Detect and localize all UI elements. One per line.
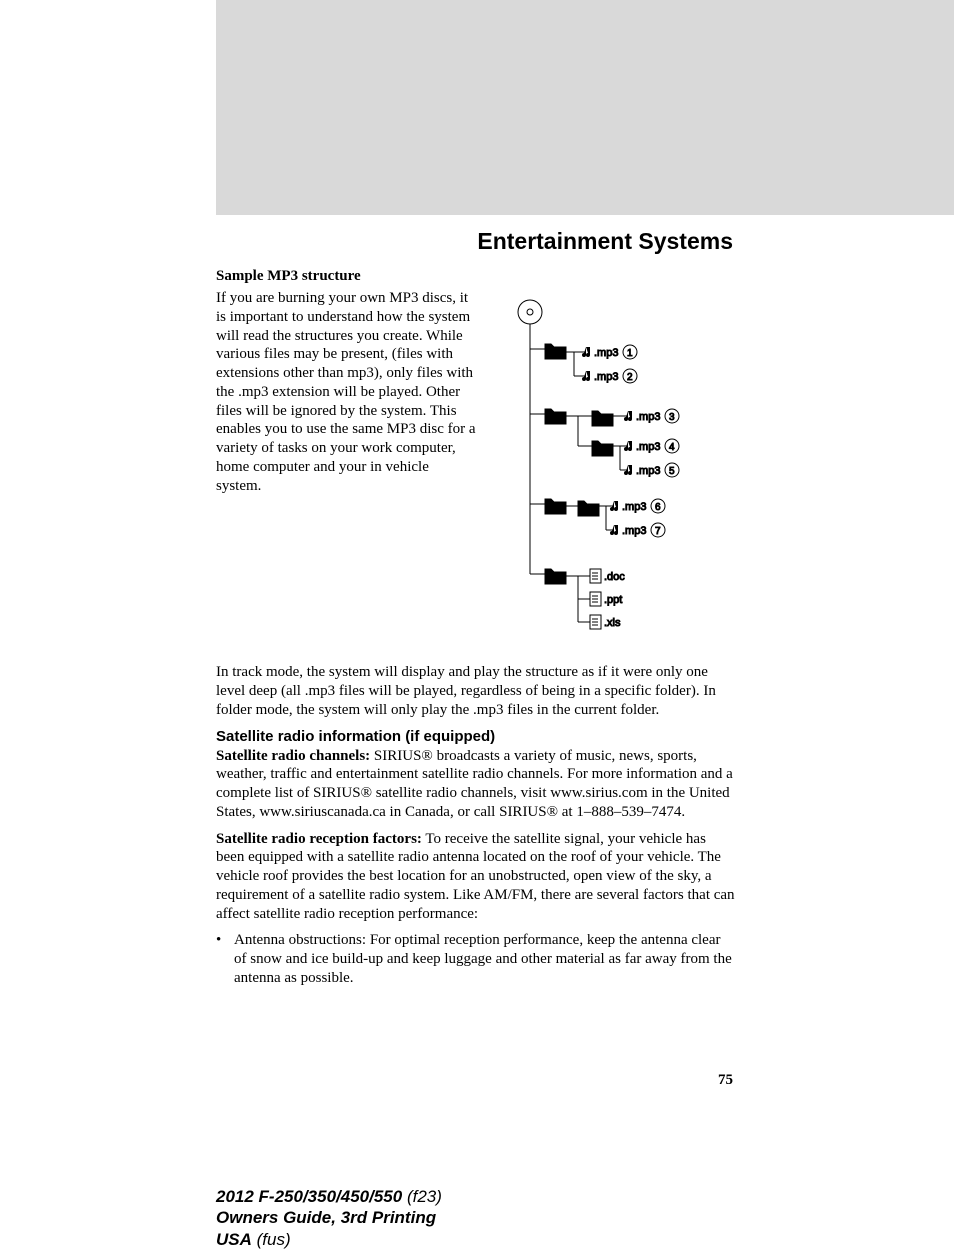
mp3-label-4: .mp3 bbox=[636, 441, 660, 453]
file-num-6: 6 bbox=[655, 502, 661, 513]
bullet-item: • Antenna obstructions: For optimal rece… bbox=[216, 931, 736, 987]
ppt-label: .ppt bbox=[604, 594, 622, 606]
file-num-3: 3 bbox=[669, 412, 675, 423]
mp3-label-5: .mp3 bbox=[636, 465, 660, 477]
satellite-channels-label: Satellite radio channels: bbox=[216, 748, 370, 764]
mp3-para1: If you are burning your own MP3 discs, i… bbox=[216, 289, 476, 495]
satellite-heading: Satellite radio information (if equipped… bbox=[216, 728, 736, 745]
footer-line1-ital: (f23) bbox=[402, 1187, 442, 1206]
footer-line2: Owners Guide, 3rd Printing bbox=[216, 1207, 442, 1228]
folder-icon bbox=[545, 499, 566, 514]
mp3-label-7: .mp3 bbox=[622, 525, 646, 537]
folder-label-4: 4 bbox=[587, 504, 592, 513]
file-num-4: 4 bbox=[669, 442, 675, 453]
mp3-label-6: .mp3 bbox=[622, 501, 646, 513]
mp3-heading: Sample MP3 structure bbox=[216, 268, 736, 285]
mp3-label-1: .mp3 bbox=[594, 347, 618, 359]
mp3-label-3: .mp3 bbox=[636, 411, 660, 423]
footer-line3-bold: USA bbox=[216, 1230, 252, 1249]
folder-label-3: 3 bbox=[601, 444, 606, 453]
section-title: Entertainment Systems bbox=[477, 228, 733, 255]
mp3-tree-diagram: 1 .mp3 1 .mp3 2 2 .mp3 3 3 bbox=[500, 294, 730, 634]
folder-icon bbox=[545, 409, 566, 424]
file-num-5: 5 bbox=[669, 466, 675, 477]
mp3-para2: In track mode, the system will display a… bbox=[216, 663, 736, 719]
xls-label: .xls bbox=[604, 617, 621, 629]
bullet-text: Antenna obstructions: For optimal recept… bbox=[234, 931, 736, 987]
mp3-label-2: .mp3 bbox=[594, 371, 618, 383]
satellite-channels-para: Satellite radio channels: SIRIUS® broadc… bbox=[216, 747, 736, 822]
folder-label-2: 2 bbox=[601, 414, 606, 423]
doc-label: .doc bbox=[604, 571, 625, 583]
folder-icon bbox=[545, 569, 566, 584]
file-num-7: 7 bbox=[655, 526, 661, 537]
footer-line3: USA (fus) bbox=[216, 1229, 442, 1250]
satellite-reception-label: Satellite radio reception factors: bbox=[216, 831, 422, 847]
footer-line1-bold: 2012 F-250/350/450/550 bbox=[216, 1187, 402, 1206]
bullet-mark: • bbox=[216, 931, 234, 987]
folder-label-1: 1 bbox=[554, 347, 559, 356]
file-num-2: 2 bbox=[627, 372, 633, 383]
file-num-1: 1 bbox=[627, 348, 633, 359]
header-gray-block bbox=[216, 0, 954, 215]
footer-line1: 2012 F-250/350/450/550 (f23) bbox=[216, 1186, 442, 1207]
satellite-reception-para: Satellite radio reception factors: To re… bbox=[216, 830, 736, 924]
footer: 2012 F-250/350/450/550 (f23) Owners Guid… bbox=[216, 1186, 442, 1250]
page-number: 75 bbox=[718, 1072, 733, 1089]
footer-line3-ital: (fus) bbox=[252, 1230, 291, 1249]
